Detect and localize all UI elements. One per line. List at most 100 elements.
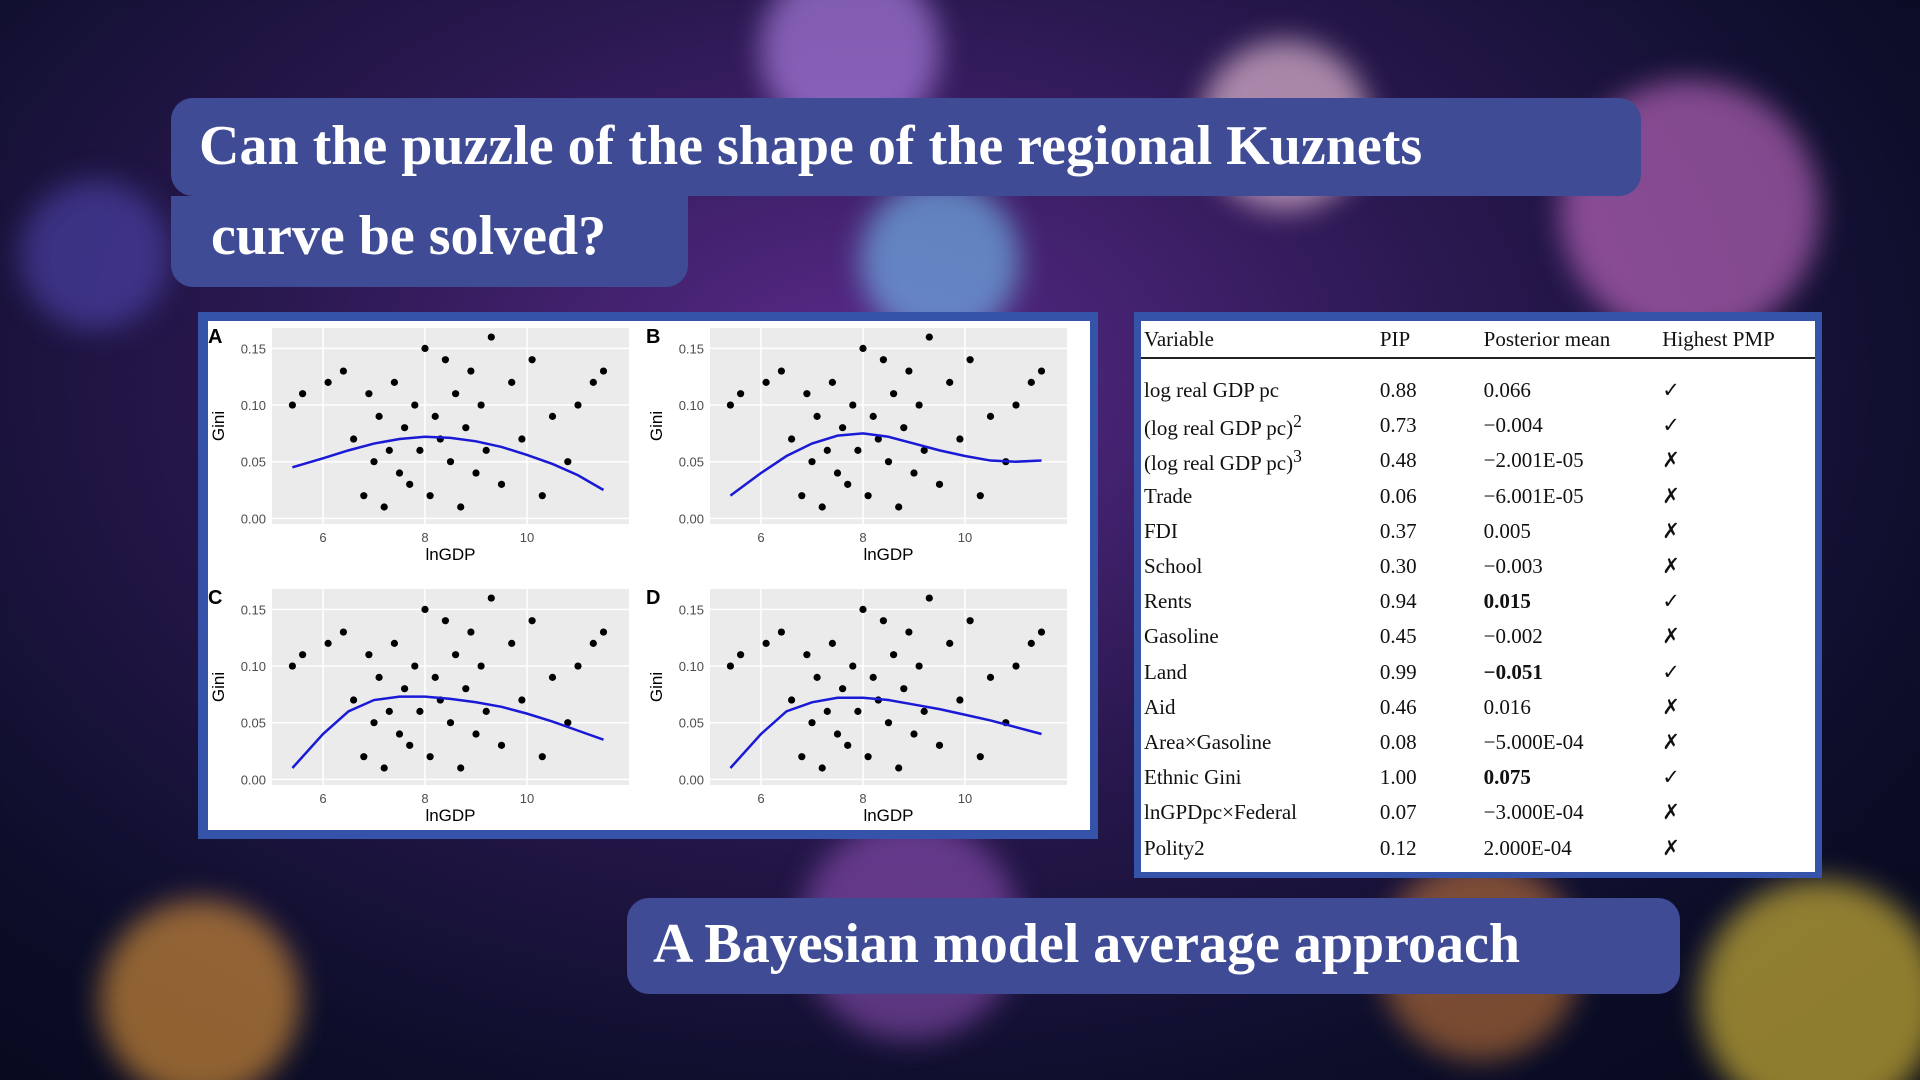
point (477, 401, 485, 409)
point (538, 753, 546, 761)
table-cell: Rents (1141, 584, 1380, 619)
point (350, 696, 358, 704)
y-tick-label: 0.00 (679, 772, 704, 787)
table-cell: 0.46 (1380, 690, 1484, 725)
subtitle: A Bayesian model average approach (653, 913, 1520, 975)
point (803, 390, 811, 398)
plot-bg (272, 589, 629, 785)
point (589, 639, 597, 647)
table-row: Area×Gasoline 0.08 −5.000E-04 ✗ (1141, 725, 1815, 760)
table-cell: 2.000E-04 (1484, 830, 1663, 865)
cell-text: −3.000E-04 (1483, 800, 1584, 825)
table-cell: 0.016 (1484, 690, 1663, 725)
table-cell: −3.000E-04 (1484, 795, 1663, 830)
y-tick-label: 0.05 (679, 455, 704, 470)
table-cell: 0.07 (1380, 795, 1484, 830)
table-cell: 0.99 (1380, 655, 1484, 690)
point (564, 719, 572, 727)
point (884, 458, 893, 466)
point (859, 605, 867, 613)
plot-bg (272, 328, 629, 524)
point (966, 356, 974, 364)
point (564, 458, 572, 466)
bokeh (1700, 880, 1920, 1080)
point (1037, 367, 1046, 375)
cell-text: 0.066 (1483, 378, 1531, 403)
point (406, 741, 414, 749)
table-cell: 0.30 (1380, 549, 1484, 584)
cell-text: ✓ (1662, 589, 1680, 614)
point (457, 764, 465, 772)
header-cell: PIP (1379, 321, 1484, 359)
cell-text: ✗ (1662, 729, 1680, 754)
cell-text: ✗ (1662, 554, 1680, 579)
cell-text: 2.000E-04 (1483, 835, 1572, 860)
title: curve be solved? (211, 205, 607, 267)
cell-text: ✗ (1662, 448, 1680, 473)
point (803, 651, 811, 659)
x-axis-label: lnGDP (425, 545, 475, 564)
y-axis-label: Gini (209, 672, 228, 702)
cell-text: −0.004 (1483, 413, 1543, 438)
point (528, 356, 536, 364)
panel-label: D (646, 587, 660, 609)
cell-text: 0.46 (1379, 694, 1417, 719)
point (905, 367, 913, 375)
y-tick-label: 0.15 (679, 341, 704, 356)
cell-text: 0.30 (1379, 554, 1417, 579)
cell-text: Rents (1144, 589, 1192, 614)
y-tick-label: 0.00 (241, 511, 266, 526)
title-box: Can the puzzle of the shape of the regio… (171, 98, 1641, 196)
y-axis-label: Gini (647, 411, 666, 441)
point (528, 617, 536, 625)
table-cell: ✗ (1662, 443, 1815, 478)
point (446, 719, 455, 727)
table-cell: (log real GDP pc)3 (1141, 443, 1380, 478)
cell-text: 0.015 (1483, 589, 1531, 614)
point (976, 753, 984, 761)
x-tick-label: 10 (958, 791, 972, 806)
x-axis-label: lnGDP (425, 806, 475, 825)
table-cell: ✗ (1662, 830, 1815, 865)
table-cell: ✗ (1662, 690, 1815, 725)
point (900, 424, 908, 432)
table-cell: Area×Gasoline (1141, 725, 1380, 760)
table-cell: ✗ (1662, 725, 1815, 760)
point (813, 673, 821, 681)
point (925, 333, 933, 341)
point (421, 344, 429, 352)
y-tick-label: 0.00 (241, 772, 266, 787)
point (401, 685, 409, 693)
cell-text: ✗ (1662, 624, 1680, 649)
table-cell: ✓ (1662, 358, 1815, 408)
table-cell: 0.005 (1484, 514, 1663, 549)
point (869, 673, 877, 681)
point (1027, 639, 1035, 647)
cell-text: 0.005 (1483, 518, 1531, 543)
point (905, 628, 913, 636)
point (818, 764, 826, 772)
cell-text: 0.94 (1379, 589, 1417, 614)
point (411, 401, 419, 409)
point (864, 753, 872, 761)
point (599, 628, 608, 636)
point (859, 344, 867, 352)
y-tick-label: 0.10 (241, 398, 266, 413)
header-cell: Variable (1141, 321, 1380, 359)
x-tick-label: 8 (859, 791, 866, 806)
point (788, 696, 796, 704)
cell-text: ✓ (1662, 659, 1680, 684)
point (462, 424, 470, 432)
cell-text: −0.003 (1483, 554, 1543, 579)
table-cell: −0.003 (1484, 549, 1663, 584)
point (890, 651, 898, 659)
point (956, 435, 964, 443)
cell-text: ✗ (1662, 518, 1680, 543)
x-tick-label: 10 (958, 530, 972, 545)
table-cell: ✗ (1662, 514, 1815, 549)
table-row: Rents 0.94 0.015 ✓ (1141, 584, 1815, 619)
point (487, 333, 495, 341)
point (411, 662, 419, 670)
point (482, 446, 490, 454)
